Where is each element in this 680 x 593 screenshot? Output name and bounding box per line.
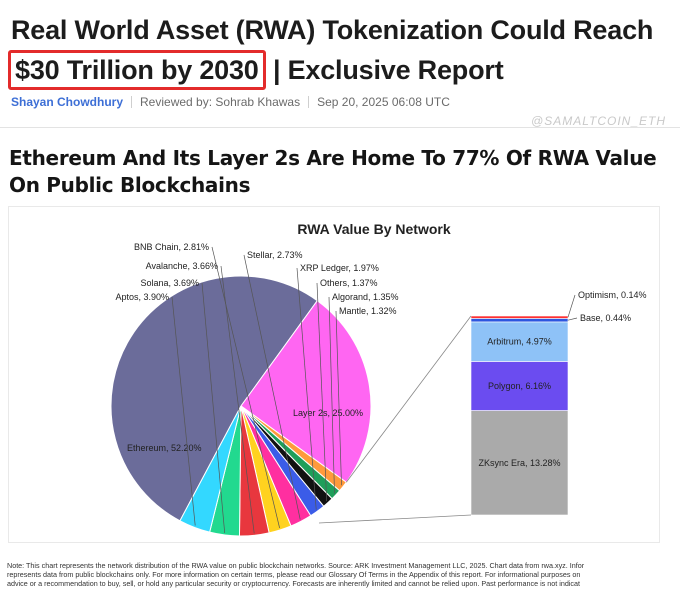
slice-label-others: Others, 1.37% bbox=[320, 278, 378, 288]
byline-divider bbox=[131, 96, 133, 108]
author-link[interactable]: Shayan Chowdhury bbox=[11, 95, 124, 109]
connector-bottom bbox=[318, 514, 472, 524]
rwa-pie-chart: RWA Value By Network Ethereum, 52.20% Laye… bbox=[110, 221, 647, 537]
headline-highlight: $30 Trillion by 2030 bbox=[8, 50, 266, 90]
pie-slice-layer-2s bbox=[240, 300, 372, 483]
bar-segment-zksync-era bbox=[470, 410, 569, 516]
leader-line-aptos bbox=[171, 296, 196, 526]
connector-top bbox=[345, 315, 472, 483]
leader-line-base bbox=[567, 317, 578, 321]
headline-line-2: $30 Trillion by 2030 | Exclusive Report bbox=[8, 50, 671, 90]
slice-label-layer-2s: Layer 2s, 25.00% bbox=[293, 408, 363, 418]
leader-line-others bbox=[316, 282, 328, 502]
leader-line-algorand bbox=[328, 296, 335, 494]
headline-rest: | Exclusive Report bbox=[265, 55, 504, 85]
leader-line-bnb-chain bbox=[211, 246, 280, 529]
section-title: Ethereum And Its Layer 2s Are Home To 77… bbox=[9, 146, 657, 197]
slice-label-ethereum: Ethereum, 52.20% bbox=[127, 443, 202, 453]
bar-segment-arbitrum bbox=[470, 321, 569, 362]
slice-label-xrp-ledger: XRP Ledger, 1.97% bbox=[300, 263, 379, 273]
bar-label-optimism: Optimism, 0.14% bbox=[578, 290, 647, 300]
note-line-2: represents data from public blockchains … bbox=[7, 570, 581, 579]
byline-divider bbox=[308, 96, 310, 108]
headline-line-1: Real World Asset (RWA) Tokenization Coul… bbox=[11, 15, 654, 45]
byline: Shayan Chowdhury Reviewed by: Sohrab Khaw… bbox=[11, 95, 450, 109]
bar-label-arbitrum: Arbitrum, 4.97% bbox=[487, 337, 552, 347]
slice-label-bnb-chain: BNB Chain, 2.81% bbox=[134, 242, 209, 252]
slice-label-avalanche: Avalanche, 3.66% bbox=[146, 261, 218, 271]
leader-line-optimism bbox=[567, 294, 576, 318]
slice-label-algorand: Algorand, 1.35% bbox=[332, 292, 399, 302]
publish-date: Sep 20, 2025 06:08 UTC bbox=[317, 95, 450, 109]
bar-segment-optimism bbox=[470, 315, 569, 319]
bar-label-zksync-era: ZKsync Era, 13.28% bbox=[478, 458, 560, 468]
chart-title: RWA Value By Network bbox=[297, 221, 450, 237]
bar-segment-base bbox=[470, 318, 569, 323]
leader-line-xrp-ledger bbox=[296, 267, 317, 510]
pie-slice-aptos bbox=[179, 405, 242, 533]
leader-line-mantle bbox=[335, 310, 342, 486]
slice-label-aptos: Aptos, 3.90% bbox=[115, 292, 169, 302]
slice-label-mantle: Mantle, 1.32% bbox=[339, 306, 397, 316]
bar-segment-polygon bbox=[470, 361, 569, 411]
chart-card: RWA Value By Network Ethereum, 52.20% Laye… bbox=[8, 206, 660, 543]
chart-note: Note: This chart represents the network … bbox=[7, 561, 677, 588]
note-line-3: advice or a recommendation to buy, sell,… bbox=[7, 579, 581, 588]
reviewer: Reviewed by: Sohrab Khawas bbox=[140, 95, 301, 109]
slice-label-solana: Solana, 3.69% bbox=[140, 278, 199, 288]
article-headline: Real World Asset (RWA) Tokenization Coul… bbox=[8, 10, 671, 90]
pie-slice-ethereum bbox=[110, 275, 318, 522]
leader-line-stellar bbox=[243, 254, 301, 520]
leader-line-avalanche bbox=[220, 265, 255, 534]
slice-label-stellar: Stellar, 2.73% bbox=[247, 250, 303, 260]
bar-label-base: Base, 0.44% bbox=[580, 313, 631, 323]
leader-line-solana bbox=[201, 282, 226, 534]
header-divider bbox=[0, 127, 680, 128]
watermark: @SAMALTCOIN_ETH bbox=[531, 114, 666, 128]
note-line-1: Note: This chart represents the network … bbox=[7, 561, 585, 570]
bar-label-polygon: Polygon, 6.16% bbox=[488, 381, 551, 391]
